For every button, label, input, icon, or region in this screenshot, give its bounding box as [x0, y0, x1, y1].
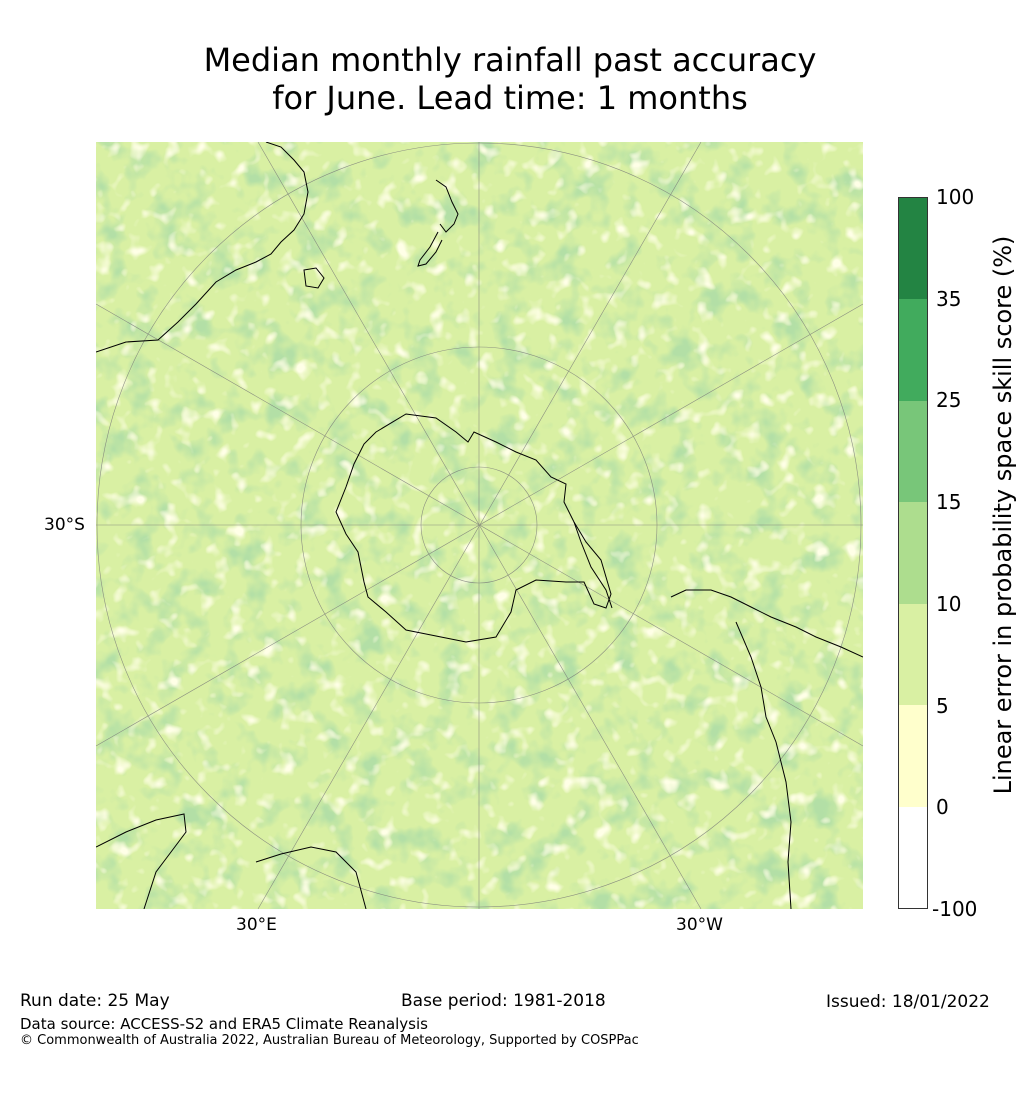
lon-label-30e: 30°E	[236, 915, 277, 935]
new-zealand-north-outline	[435, 179, 459, 233]
madagascar-outline	[255, 846, 367, 909]
colorbar-segment	[899, 502, 927, 605]
data-source: Data source: ACCESS-S2 and ERA5 Climate …	[20, 1015, 428, 1033]
base-period: Base period: 1981-2018	[401, 991, 606, 1011]
australia-outline	[96, 142, 309, 353]
colorbar-segment	[899, 400, 927, 503]
tasmania-outline	[303, 267, 325, 289]
run-date: Run date: 25 May	[20, 991, 170, 1011]
skill-score-map	[96, 142, 863, 909]
colorbar-tick-label: 25	[936, 388, 962, 413]
colorbar-tick-label: 100	[936, 185, 975, 209]
colorbar-label: Linear error in probability space skill …	[989, 235, 1017, 795]
colorbar-tick-label: -100	[932, 897, 978, 921]
south-america-outline	[670, 589, 863, 658]
colorbar-tick-label: 10	[936, 591, 962, 616]
lon-label-30w: 30°W	[676, 915, 723, 935]
chart-title-line-2: for June. Lead time: 1 months	[272, 79, 748, 117]
antarctica-outline	[335, 413, 612, 643]
africa-outline	[96, 813, 187, 909]
chart-title-line-1: Median monthly rainfall past accuracy	[203, 41, 817, 79]
copyright-notice: © Commonwealth of Australia 2022, Austra…	[20, 1033, 639, 1048]
colorbar-tick-label: 15	[936, 490, 962, 515]
lat-label-30s: 30°S	[44, 515, 85, 535]
new-zealand-south-outline	[417, 231, 443, 267]
colorbar-segment	[899, 198, 927, 300]
colorbar-tick-label: 5	[936, 693, 949, 718]
colorbar	[898, 197, 928, 909]
antarctic-peninsula-outline	[573, 521, 613, 609]
south-america-coast-outline	[735, 621, 792, 909]
colorbar-tick-label: 0	[936, 795, 949, 820]
colorbar-tick-label: 35	[936, 286, 962, 311]
colorbar-segment	[899, 299, 927, 402]
issued-date: Issued: 18/01/2022	[826, 992, 990, 1012]
land-outlines	[96, 142, 863, 909]
graticule	[96, 142, 863, 909]
colorbar-segment	[899, 603, 927, 706]
colorbar-segment	[899, 705, 927, 808]
colorbar-segment	[899, 806, 927, 909]
